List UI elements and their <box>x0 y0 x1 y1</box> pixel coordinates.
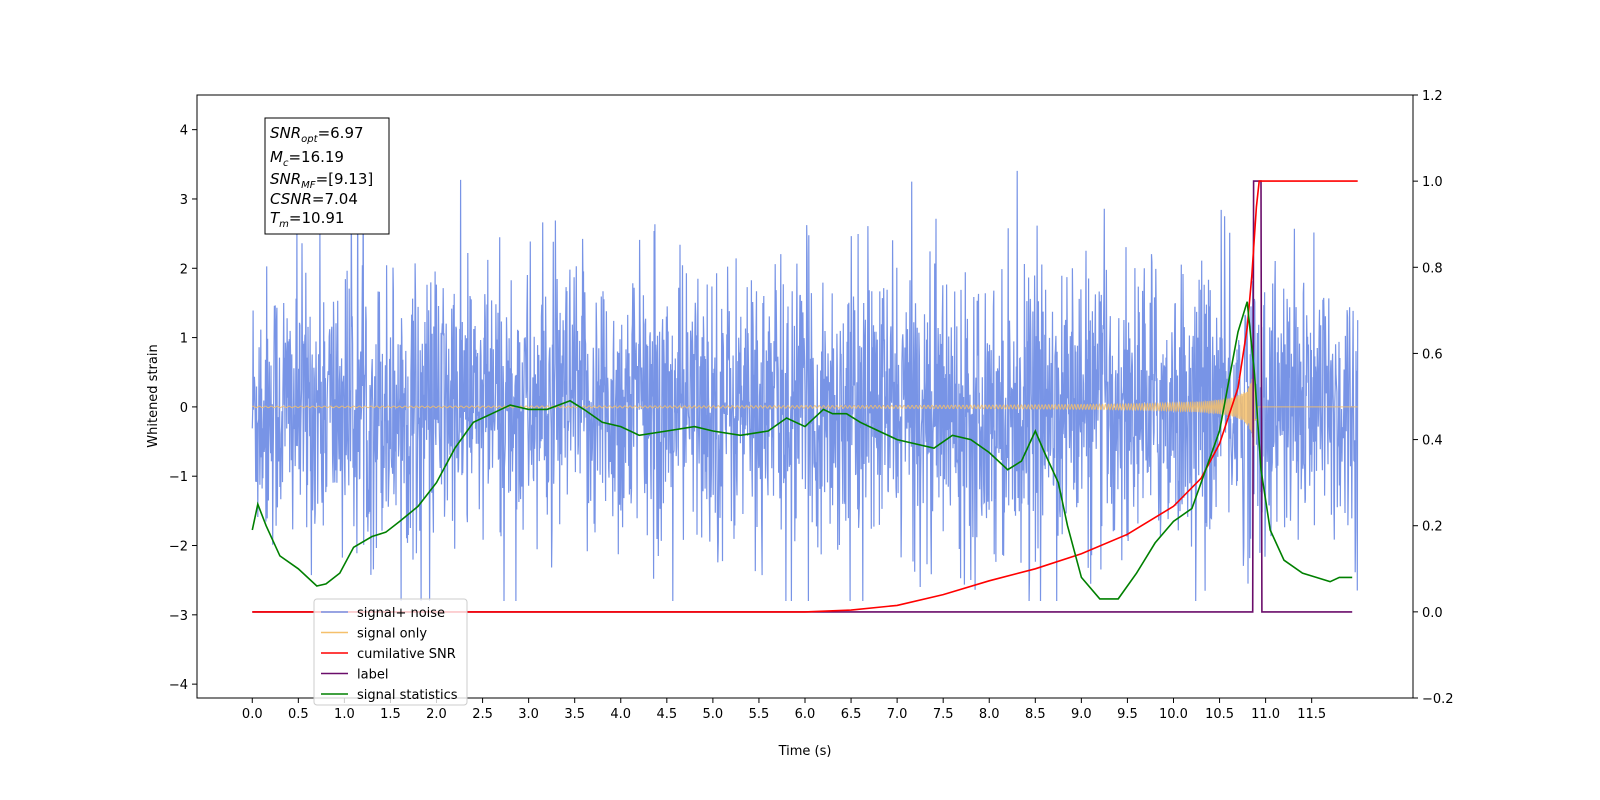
x-tick-label: 4.0 <box>610 707 631 722</box>
stats-annotation-box: SNRopt=6.97 Mc=16.19SNRMF=[9.13]CSNR=7.04… <box>264 117 390 235</box>
y2-tick-label: 0.6 <box>1422 347 1443 362</box>
legend-label: cumilative SNR <box>357 647 456 662</box>
y-axis-right: −0.2 0.0 0.2 0.4 0.6 0.8 1.0 1.2 <box>1413 89 1454 707</box>
x-tick-label: 4.5 <box>656 707 677 722</box>
x-tick-label: 9.5 <box>1117 707 1138 722</box>
legend-label: signal statistics <box>357 688 458 703</box>
x-tick-label: 11.0 <box>1251 707 1280 722</box>
x-tick-label: 7.5 <box>933 707 954 722</box>
x-tick-label: 8.5 <box>1025 707 1046 722</box>
y-tick-label: −2 <box>169 540 188 555</box>
y2-tick-label: −0.2 <box>1422 692 1454 707</box>
y-tick-label: 3 <box>180 193 188 208</box>
x-tick-label: 3.5 <box>564 707 585 722</box>
x-axis: 0.0 0.5 1.0 1.5 2.0 2.5 3.0 3.5 4.0 4.5 5.0 5.5 6.0 6… <box>242 698 1326 722</box>
y2-tick-label: 0.2 <box>1422 520 1443 535</box>
series-label-line <box>252 180 1353 613</box>
annotation-line: SNRopt=6.97 <box>270 124 364 145</box>
y2-tick-label: 1.0 <box>1422 175 1443 190</box>
x-tick-label: 0.0 <box>242 707 263 722</box>
y2-tick-label: 1.2 <box>1422 89 1443 104</box>
series-signal-only-line <box>251 374 1358 446</box>
y2-tick-label: 0.8 <box>1422 261 1443 276</box>
x-tick-label: 2.5 <box>472 707 493 722</box>
x-tick-label: 2.0 <box>426 707 447 722</box>
legend-label: label <box>357 668 388 683</box>
x-tick-label: 1.5 <box>380 707 401 722</box>
x-tick-label: 5.0 <box>703 707 724 722</box>
y-tick-label: −1 <box>169 470 188 485</box>
annotation-line: CSNR=7.04 <box>270 190 358 208</box>
y-tick-label: 2 <box>180 262 188 277</box>
x-tick-label: 10.5 <box>1205 707 1234 722</box>
y-tick-label: 4 <box>180 124 188 139</box>
x-tick-label: 7.0 <box>887 707 908 722</box>
x-tick-label: 9.0 <box>1071 707 1092 722</box>
legend-label: signal only <box>357 627 427 642</box>
x-tick-label: 10.0 <box>1159 707 1188 722</box>
x-tick-label: 6.5 <box>841 707 862 722</box>
annotation-line: Mc=16.19 <box>270 148 344 169</box>
series-signal-statistics-line <box>251 301 1353 600</box>
y2-tick-label: 0.0 <box>1422 606 1443 621</box>
x-tick-label: 5.5 <box>749 707 770 722</box>
annotation-line: Tm=10.91 <box>270 209 344 230</box>
x-tick-label: 0.5 <box>288 707 309 722</box>
y2-tick-label: 0.4 <box>1422 434 1443 449</box>
legend-label: signal+ noise <box>357 606 445 621</box>
x-tick-label: 1.0 <box>334 707 355 722</box>
series-signal-noise-line <box>251 143 1359 602</box>
x-tick-label: 11.5 <box>1297 707 1326 722</box>
x-tick-label: 6.0 <box>795 707 816 722</box>
x-tick-label: 3.0 <box>518 707 539 722</box>
x-axis-label: Time (s) <box>778 744 832 759</box>
y-axis-label: Whitened strain <box>146 344 161 447</box>
annotation-line: SNRMF=[9.13] <box>270 170 373 191</box>
y-tick-label: 1 <box>180 332 188 347</box>
y-tick-label: 0 <box>180 401 188 416</box>
y-axis-left: −4 −3 −2 −1 0 1 2 3 4 <box>169 124 197 693</box>
legend: signal+ noise signal only cumilative SNR la… <box>313 598 468 706</box>
x-tick-label: 8.0 <box>979 707 1000 722</box>
y-tick-label: −3 <box>169 609 188 624</box>
series-cumulative-snr-line <box>252 180 1358 613</box>
y-tick-label: −4 <box>169 678 188 693</box>
